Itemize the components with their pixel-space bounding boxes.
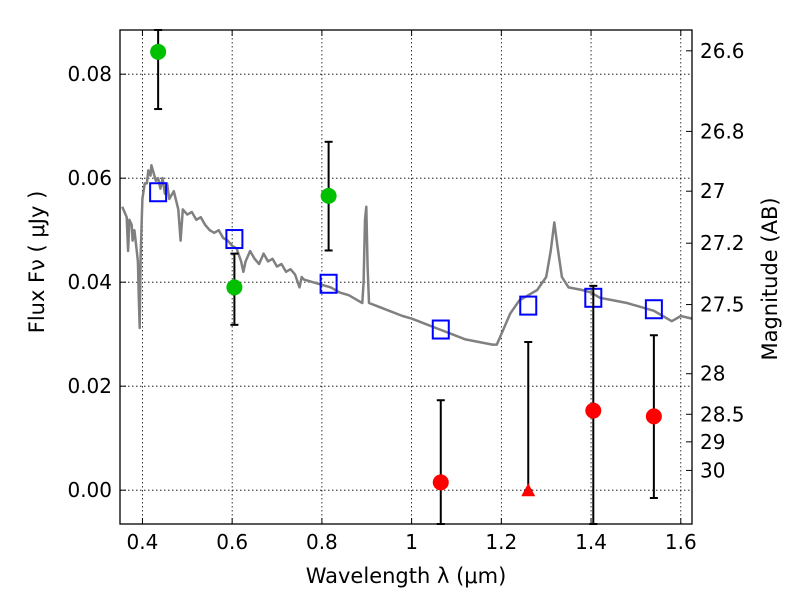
- model-flux-marker: [225, 229, 244, 250]
- model-flux-marker: [519, 295, 538, 316]
- y-tick-label: 0.06: [67, 166, 112, 190]
- y-tick-label: 0.08: [67, 62, 112, 86]
- model-flux-marker: [319, 273, 338, 294]
- plot-frame: [119, 29, 693, 525]
- observed-flux-marker: [432, 474, 449, 491]
- x-tick-label: 1: [405, 530, 418, 554]
- x-tick-label: 1.6: [665, 530, 697, 554]
- mag-tick-label: 26.6: [700, 39, 745, 63]
- upper-limit-marker: [521, 483, 536, 497]
- observed-flux-marker: [585, 402, 602, 419]
- x-tick-label: 1.4: [575, 530, 607, 554]
- y-tick-label: 0.04: [67, 270, 112, 294]
- y-tick-label: 0.02: [67, 374, 112, 398]
- grid-layer: [120, 30, 692, 524]
- model-flux-marker: [644, 299, 663, 320]
- x-tick-label: 0.4: [127, 530, 159, 554]
- observed-flux-marker: [226, 279, 243, 296]
- y-tick-label: 0.00: [67, 478, 112, 502]
- mag-tick-label: 27.5: [700, 293, 745, 317]
- mag-tick-label: 27.2: [700, 231, 745, 255]
- y-axis-label: Flux Fν ( μJy ): [25, 191, 49, 334]
- mag-tick-label: 27: [700, 179, 725, 203]
- mag-tick-label: 29: [700, 430, 725, 454]
- x-tick-label: 1.2: [485, 530, 517, 554]
- mag-tick-label: 28: [700, 362, 725, 386]
- x-tick-label: 0.8: [306, 530, 338, 554]
- mag-tick-label: 26.8: [700, 119, 745, 143]
- model-spectrum-line: [121, 163, 693, 346]
- tick-layer: 0.4 0.6 0.8 1 1.2 1.4 1.6 0.00 0.02 0.04 0.06 0.08 2…: [67, 30, 745, 554]
- model-flux-marker: [431, 319, 450, 340]
- x-axis-label: Wavelength λ (μm): [306, 564, 507, 588]
- mag-tick-label: 28.5: [700, 402, 745, 426]
- x-tick-label: 0.6: [216, 530, 248, 554]
- series-layer: [121, 29, 693, 525]
- observed-flux-marker: [320, 187, 337, 204]
- y-axis-right-label: Magnitude (AB): [758, 197, 782, 360]
- observed-flux-marker: [645, 408, 662, 425]
- observed-flux-marker: [150, 43, 167, 60]
- mag-tick-label: 30: [700, 458, 725, 482]
- model-flux-marker: [149, 182, 168, 203]
